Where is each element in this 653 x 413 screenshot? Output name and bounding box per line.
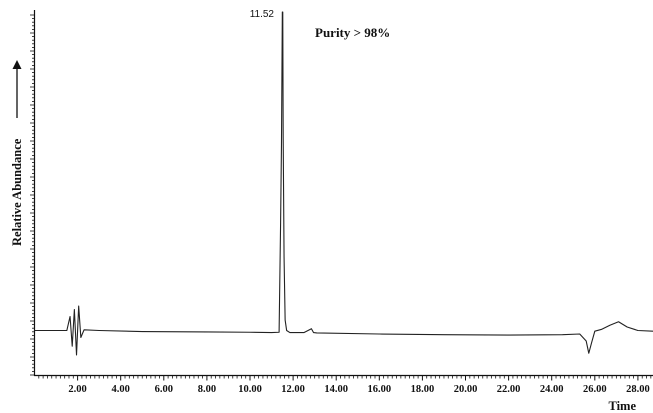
x-tick-label: 28.00 (626, 384, 650, 395)
x-tick-label: 18.00 (411, 384, 435, 395)
x-tick-label: 22.00 (497, 384, 521, 395)
x-tick-label: 4.00 (112, 384, 130, 395)
series-line (34, 11, 653, 356)
x-tick-label: 26.00 (583, 384, 607, 395)
peak-label: 11.52 (250, 9, 275, 20)
x-axis-tick-labels: 2.00 4.00 6.00 8.00 10.00 12.00 14.00 16.00 18.0… (68, 384, 649, 395)
y-axis-minor-ticks (30, 14, 35, 376)
purity-annotation: Purity > 98% (315, 25, 390, 40)
x-axis-major-ticks (77, 375, 639, 381)
x-tick-label: 20.00 (454, 384, 478, 395)
arrow-up-icon (12, 60, 22, 69)
x-tick-label: 8.00 (198, 384, 216, 395)
y-axis-title: Relative Abundance (10, 138, 24, 246)
x-axis-title: Time (608, 399, 636, 413)
x-tick-label: 24.00 (540, 384, 564, 395)
y-axis-title-group: Relative Abundance (10, 60, 24, 246)
plot-area: 2.00 4.00 6.00 8.00 10.00 12.00 14.00 16.00 18.0… (30, 10, 653, 395)
x-tick-label: 6.00 (155, 384, 173, 395)
x-tick-label: 16.00 (367, 384, 391, 395)
x-tick-label: 12.00 (281, 384, 305, 395)
x-tick-label: 10.00 (238, 384, 262, 395)
x-tick-label: 14.00 (324, 384, 348, 395)
x-tick-label: 2.00 (68, 384, 86, 395)
x-axis-minor-ticks (38, 375, 652, 379)
